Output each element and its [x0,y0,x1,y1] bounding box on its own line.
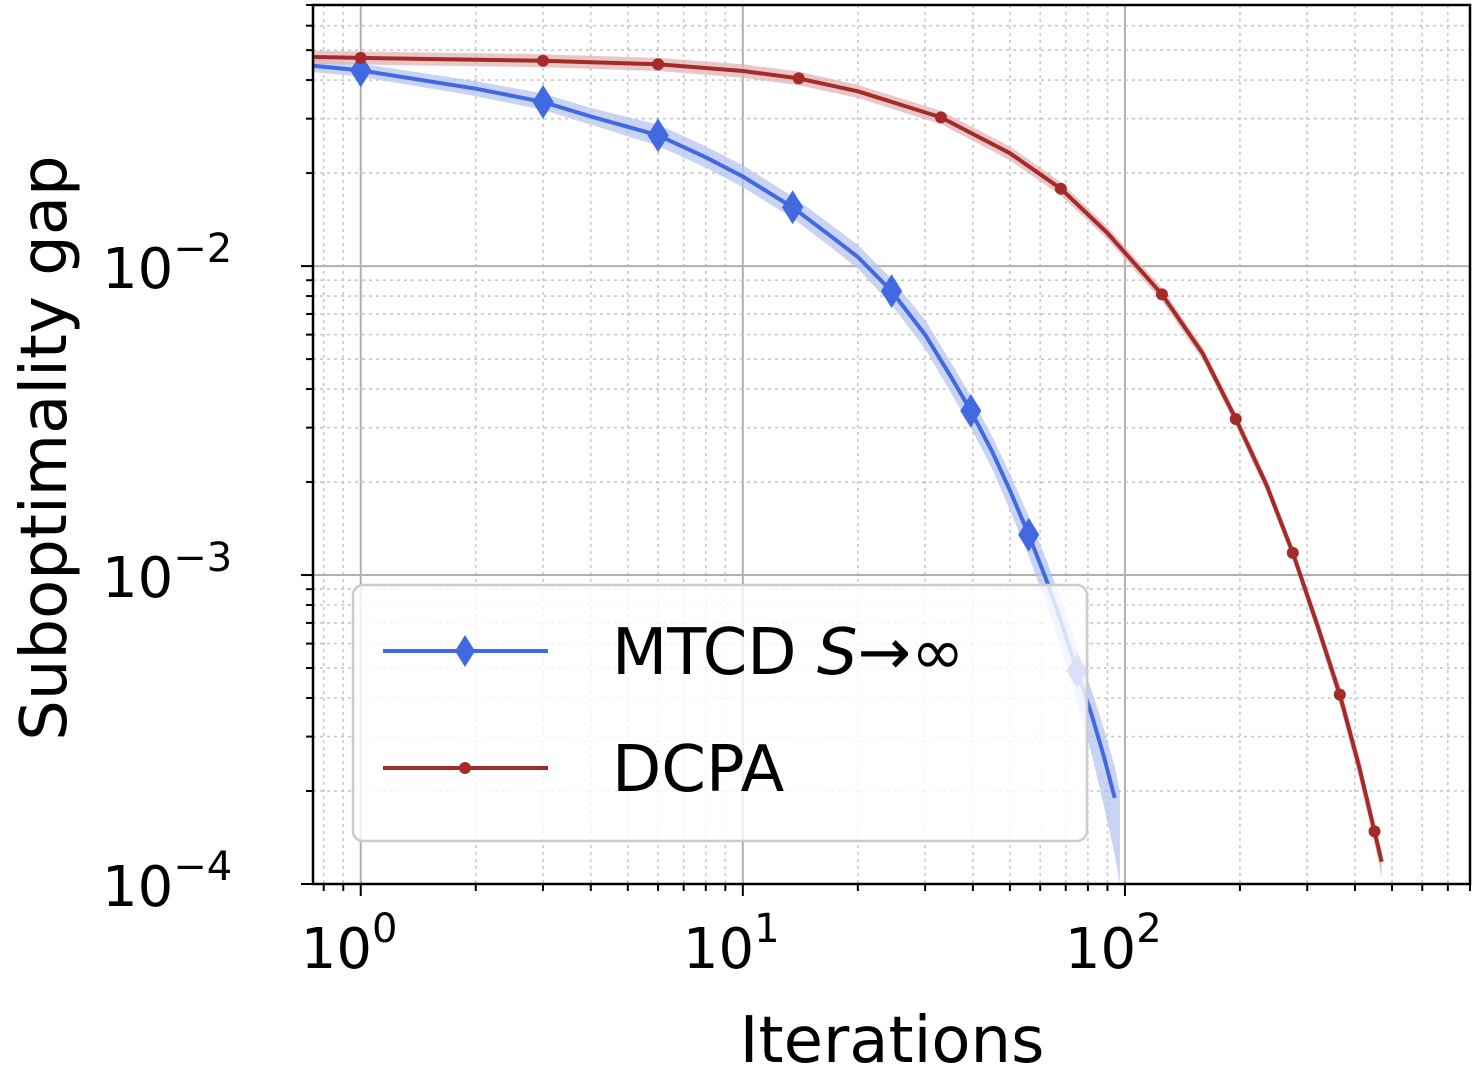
series-2-data-point [354,51,367,64]
series-2-data-point [1286,546,1299,559]
series-2-data-point [1229,412,1242,425]
series-2-line [313,55,1384,863]
series-2-data-point [1054,182,1067,195]
series-1-data-point [1018,517,1040,552]
series-1-data-point [960,393,982,428]
series-2-data-point [1333,688,1346,701]
y-tick-label: 10−4 [102,844,232,920]
tick-labels: 100 101 102 10−2 10−3 10−4 [102,226,1162,982]
axis-ticks [301,4,1471,896]
legend-circle-marker [459,762,471,774]
legend: MTCD S→∞ DCPA [351,583,1089,843]
y-tick-label: 10−3 [102,535,232,611]
series-2-data-point [652,58,665,71]
series-2-data-point [1368,825,1381,838]
y-axis-title: Suboptimality gap [8,155,82,740]
series-2-data-point [934,111,947,124]
legend-diamond-marker [455,635,475,667]
series-1-data-point [782,190,804,225]
plot-frame [311,3,1472,886]
series-1-data-point [880,274,903,309]
y-tick-label: 10−2 [102,226,232,302]
x-tick-label: 101 [683,906,780,982]
series-2-data-point [792,72,805,85]
x-tick-label: 100 [301,906,398,982]
series-1-data-point [647,118,669,153]
series-2-data-point [1155,288,1168,301]
x-tick-label: 102 [1065,906,1162,982]
x-axis-title: Iterations [740,1004,1045,1070]
legend-label: MTCD S→∞ [612,616,964,690]
legend-label: DCPA [612,733,784,807]
series-2-data-point [537,54,550,67]
series-1-data-point [532,84,554,119]
series-1-data-point [350,53,372,88]
